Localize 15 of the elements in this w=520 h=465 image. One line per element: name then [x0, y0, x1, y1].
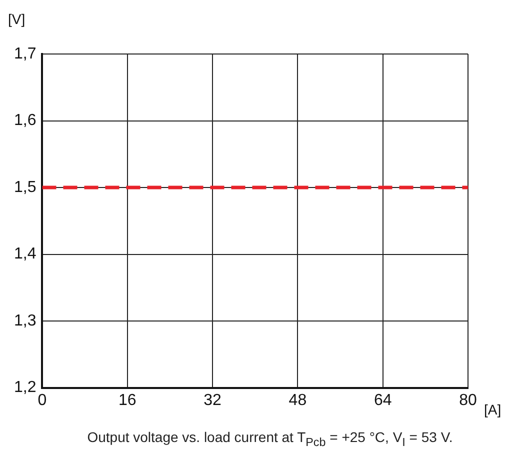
x-tick-label: 64 — [374, 392, 392, 409]
y-tick-label: 1,7 — [14, 45, 36, 62]
y-axis-title: [V] — [8, 10, 26, 27]
x-tick-label: 16 — [118, 392, 136, 409]
x-tick-label: 0 — [38, 392, 47, 409]
y-tick-label: 1,4 — [14, 246, 36, 263]
y-tick-label: 1,5 — [14, 178, 36, 196]
y-tick-label: 1,6 — [14, 112, 36, 130]
x-tick-label: 32 — [204, 392, 222, 409]
text: Output voltage vs. load current at T$_{Pcb}$ = +25 °C, V$_{I}$ = 53 V. — [86, 429, 454, 449]
x-axis-title: [A] — [484, 402, 502, 418]
x-tick-label: 80 — [459, 392, 477, 409]
x-tick-label: 48 — [288, 392, 307, 409]
y-tick-label: 1,2 — [14, 379, 36, 396]
y-tick-label: 1,3 — [14, 312, 36, 330]
